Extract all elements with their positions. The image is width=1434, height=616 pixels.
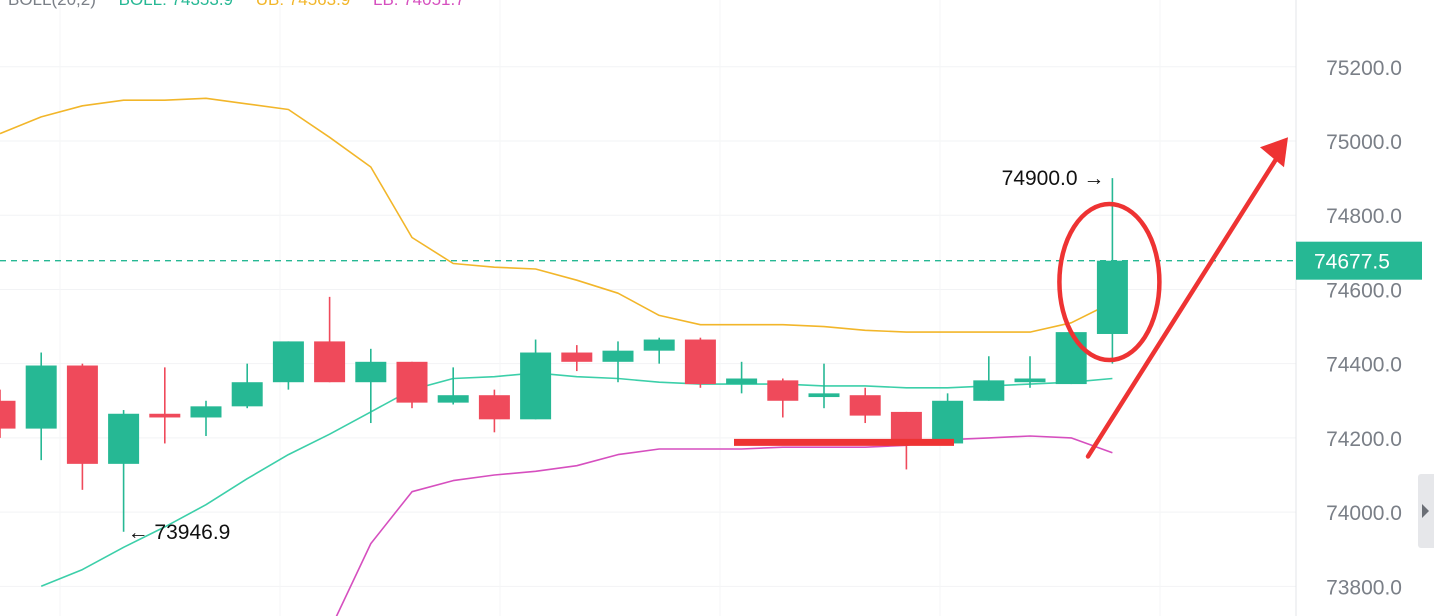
bollinger-bands: [0, 97, 1113, 616]
price-axis: 75200.0 75000.0 74800.0 74600.0 74400.0 74200…: [1295, 0, 1402, 616]
boll-upper-line: [0, 97, 1113, 333]
candle-up: [602, 341, 634, 383]
candle-body: [561, 352, 593, 362]
low-price-label: ← 73946.9: [128, 521, 231, 544]
candle-body: [108, 413, 140, 464]
trend-arrow-line: [1085, 157, 1279, 459]
candle-body: [849, 395, 881, 416]
boll-lower-line: [335, 435, 1113, 616]
price-tick-label: 74800.0: [1326, 205, 1402, 228]
candle-down: [684, 337, 716, 388]
candle-body: [602, 350, 634, 362]
candle-down: [0, 389, 16, 438]
high-price-label: 74900.0 →: [1002, 167, 1105, 190]
candle-body: [0, 400, 16, 429]
candle-up: [190, 400, 222, 437]
candle-up: [932, 393, 964, 444]
candle-up: [1014, 356, 1046, 388]
candle-body: [1014, 378, 1046, 383]
candle-down: [314, 296, 346, 383]
indicator-legend: BOLL(20,2) BOLL: 74353.9 UB: 74563.9 LB:…: [8, 0, 483, 10]
candle-body: [1096, 260, 1128, 334]
candle-body: [272, 341, 304, 383]
candle-body: [973, 380, 1005, 401]
candle-body: [932, 400, 964, 444]
candle-body: [66, 365, 98, 464]
candle-up: [726, 361, 758, 394]
candle-body: [478, 395, 510, 420]
highlight-circle: [1057, 201, 1162, 363]
candle-up: [231, 363, 263, 409]
candle-up: [437, 367, 469, 405]
candle-up: [1096, 178, 1128, 364]
candle-body: [643, 339, 675, 351]
candle-body: [190, 406, 222, 418]
trend-arrow-head: [1260, 137, 1288, 168]
current-price-label: 74677.5: [1314, 251, 1390, 274]
candle-body: [149, 413, 181, 418]
candle-body: [808, 393, 840, 398]
candle-up: [108, 410, 140, 532]
candle-body: [520, 352, 552, 420]
candle-body: [25, 365, 57, 429]
candle-down: [478, 389, 510, 433]
candle-up: [643, 337, 675, 364]
candle-body: [355, 361, 387, 383]
current-price-badge: [1296, 241, 1422, 280]
price-tick-label: 74200.0: [1326, 428, 1402, 451]
price-labels: 74677.5: [1296, 241, 1422, 280]
candle-body: [1055, 332, 1087, 385]
candle-body: [314, 341, 346, 383]
price-tick-label: 75200.0: [1326, 57, 1402, 80]
candle-down: [149, 367, 181, 444]
candle-body: [890, 411, 922, 440]
legend-mid: BOLL: 74353.9: [119, 0, 233, 9]
price-tick-label: 73800.0: [1326, 576, 1402, 599]
legend-indicator: BOLL(20,2): [8, 0, 96, 9]
price-tick-label: 74000.0: [1326, 502, 1402, 525]
candle-body: [767, 380, 799, 401]
candle-up: [520, 339, 552, 420]
candle-up: [973, 356, 1005, 401]
candle-body: [684, 339, 716, 385]
candle-down: [561, 345, 593, 372]
candle-down: [849, 387, 881, 424]
annotations: 74900.0 → ← 73946.9: [128, 137, 1288, 544]
candle-body: [396, 361, 428, 403]
price-tick-label: 74400.0: [1326, 354, 1402, 377]
candle-up: [1055, 332, 1087, 385]
price-tick-label: 74600.0: [1326, 279, 1402, 302]
boll-mid-line: [40, 372, 1113, 588]
grid-lines: [0, 66, 1296, 587]
candle-down: [767, 378, 799, 418]
legend-upper: UB: 74563.9: [256, 0, 351, 9]
legend-lower: LB: 74051.7: [373, 0, 465, 9]
candle-up: [808, 363, 840, 409]
candle-up: [25, 352, 57, 461]
price-tick-label: 75000.0: [1326, 131, 1402, 154]
candle-down: [66, 363, 98, 490]
candle-body: [726, 378, 758, 385]
candle-up: [355, 348, 387, 424]
chevron-right-icon: [1422, 504, 1429, 518]
candles: [0, 178, 1128, 532]
candle-up: [272, 341, 304, 390]
candle-body: [231, 382, 263, 407]
candle-body: [437, 395, 469, 403]
candle-down: [396, 361, 428, 409]
scroll-handle[interactable]: [1418, 474, 1434, 548]
